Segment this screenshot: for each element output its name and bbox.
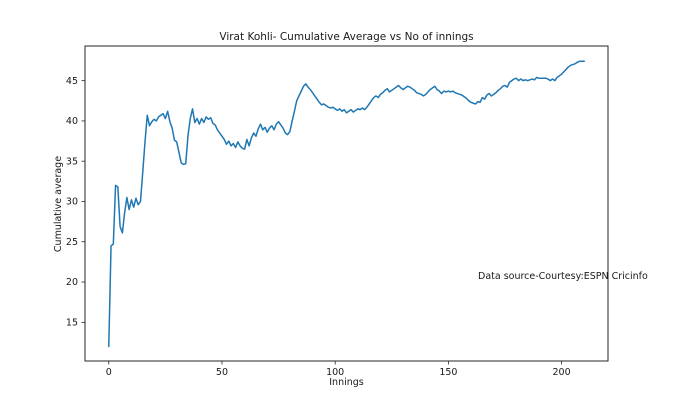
plot-border <box>84 45 609 362</box>
chart-title: Virat Kohli- Cumulative Average vs No of… <box>219 31 474 43</box>
y-axis-label: Cumulative average <box>53 155 64 253</box>
y-tick-label: 40 <box>66 116 78 127</box>
x-tick-label: 100 <box>326 367 344 378</box>
y-tick-label: 15 <box>66 318 78 329</box>
x-tick-label: 200 <box>553 367 571 378</box>
x-axis-label: Innings <box>329 377 364 388</box>
x-tick-label: 0 <box>106 367 112 378</box>
cumulative-average-line <box>108 60 585 348</box>
y-tick-label: 45 <box>66 76 78 87</box>
y-tick-label: 30 <box>66 197 78 208</box>
data-source-annotation: Data source-Courtesy:ESPN Cricinfo <box>478 271 648 282</box>
y-tick-label: 35 <box>66 156 78 167</box>
y-tick-label: 25 <box>66 237 78 248</box>
x-tick-label: 50 <box>216 367 228 378</box>
y-tick-label: 20 <box>66 277 78 288</box>
x-tick-label: 150 <box>439 367 457 378</box>
